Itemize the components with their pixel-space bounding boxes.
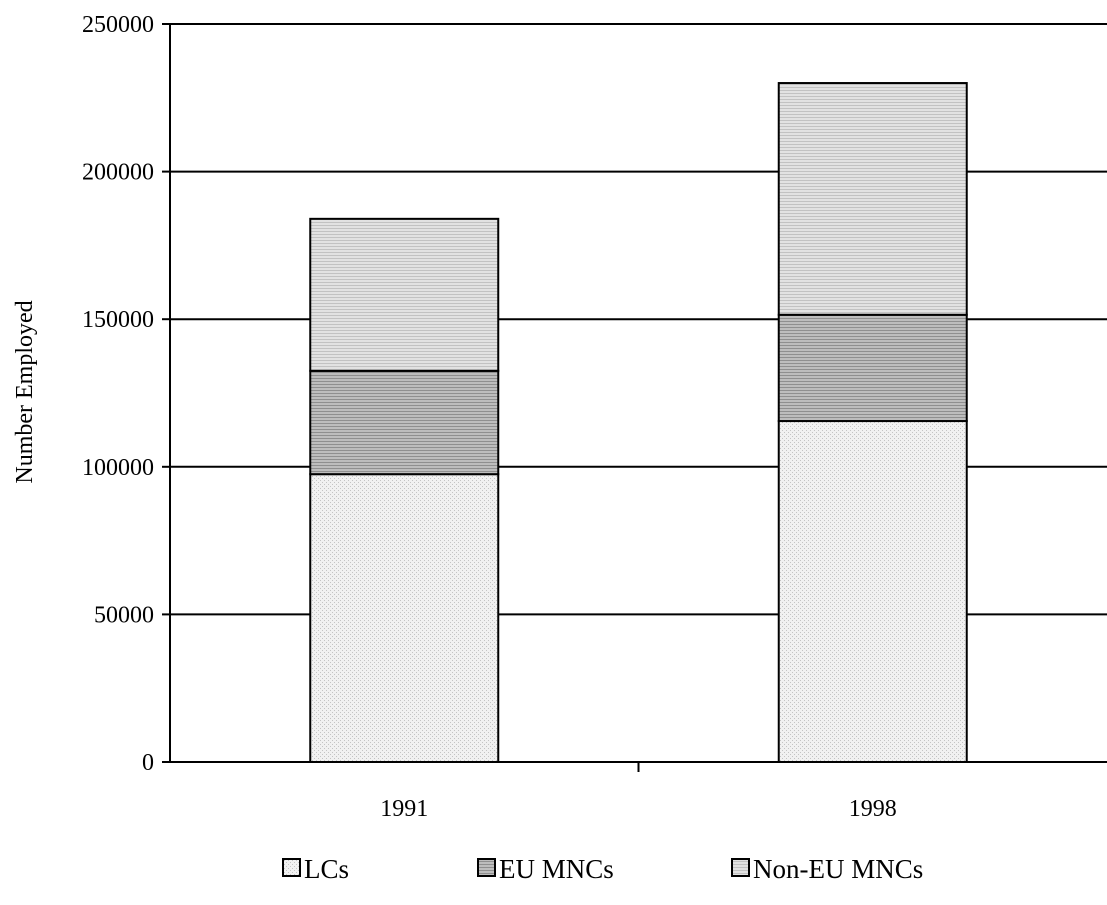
y-axis-title: Number Employed	[12, 300, 38, 483]
bar-segment	[777, 82, 968, 316]
y-tick-label: 100000	[82, 455, 154, 481]
x-tick-label: 1991	[380, 796, 428, 822]
legend-swatch	[282, 858, 301, 877]
axes: 0 50000 100000 150000 200000 250000 1991 1998	[82, 12, 1107, 822]
y-tick-label: 200000	[82, 160, 154, 186]
bar-segment	[309, 473, 500, 763]
bar-segment	[309, 369, 500, 476]
bar-segment	[777, 313, 968, 423]
legend-label: Non-EU MNCs	[753, 854, 923, 884]
legend: LCs EU MNCs Non-EU MNCs	[282, 854, 923, 884]
bar-segment	[309, 217, 500, 372]
y-tick-label: 250000	[82, 12, 154, 38]
x-tick-label: 1998	[849, 796, 897, 822]
y-tick-label: 50000	[94, 602, 154, 628]
legend-swatch	[731, 858, 750, 877]
bar-segment	[777, 420, 968, 763]
y-tick-label: 0	[142, 750, 154, 776]
y-tick-label: 150000	[82, 307, 154, 333]
bars	[309, 82, 968, 763]
legend-label: EU MNCs	[499, 854, 614, 884]
legend-swatch	[477, 858, 496, 877]
legend-label: LCs	[304, 854, 349, 884]
